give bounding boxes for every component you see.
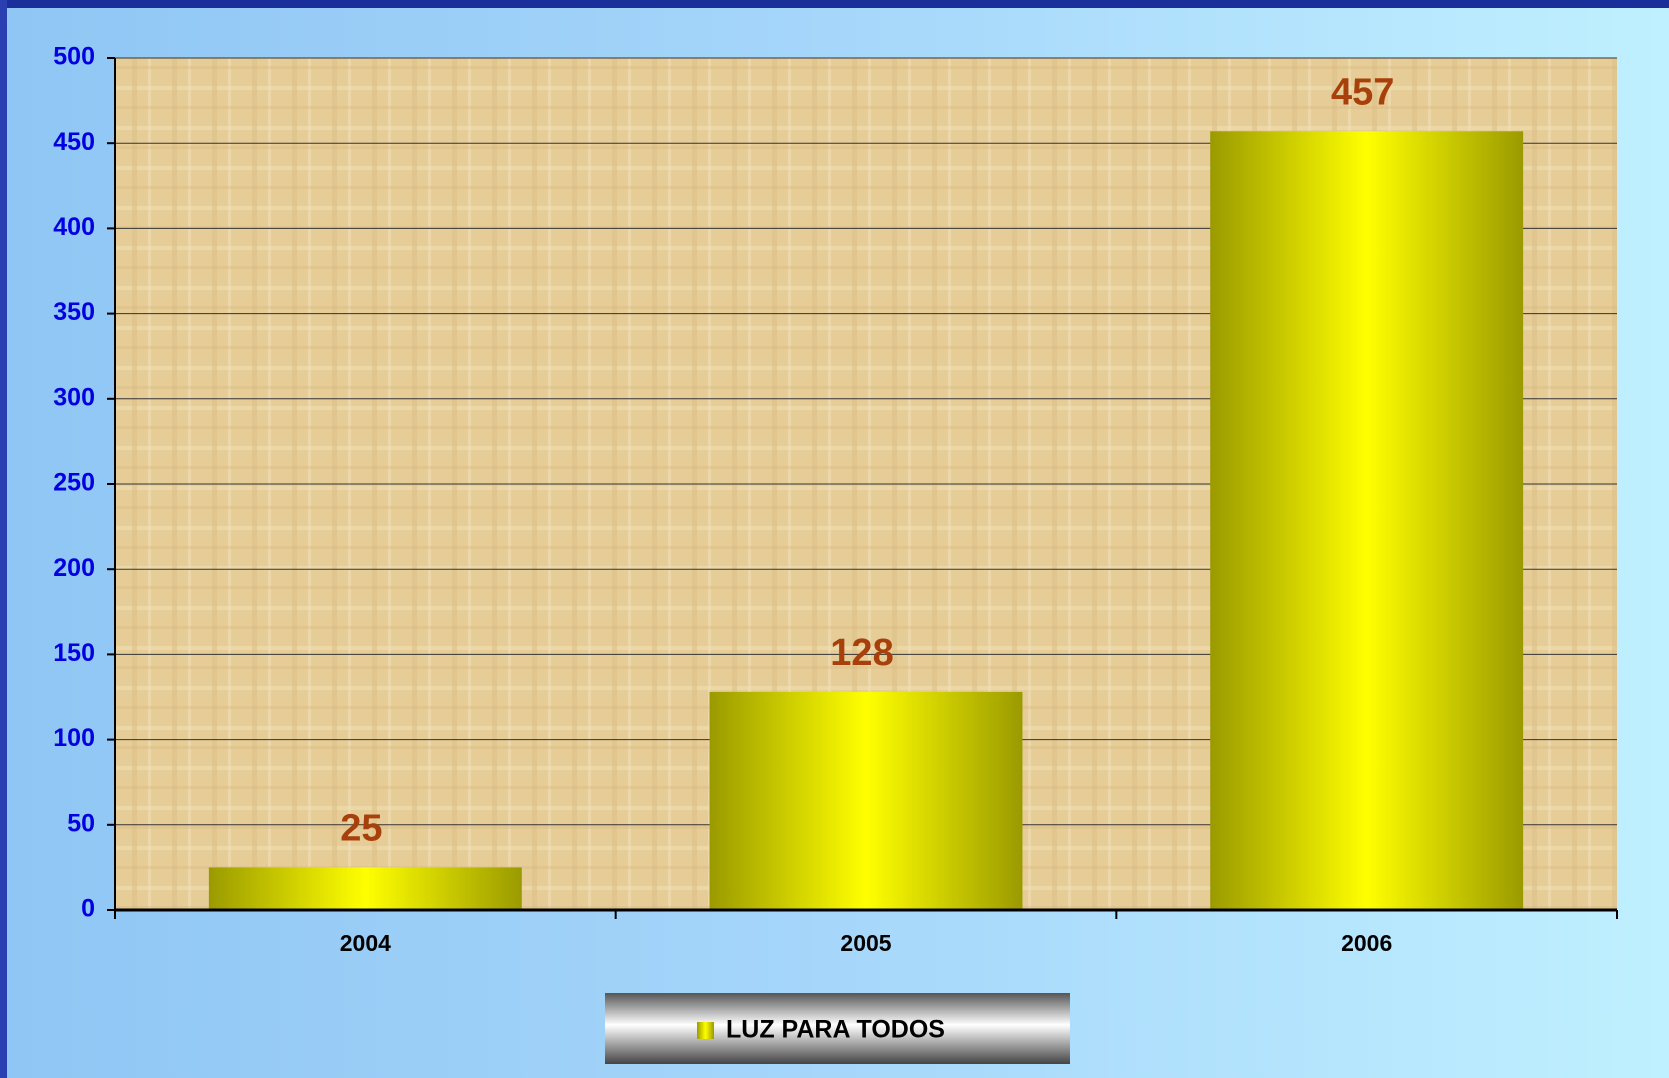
- bars: [208, 131, 1524, 911]
- y-tick-label: 50: [67, 809, 95, 837]
- value-label: 25: [340, 807, 382, 849]
- x-tick-label: 2004: [340, 930, 391, 956]
- x-tick-label: 2006: [1341, 930, 1392, 956]
- y-tick-label: 350: [53, 298, 95, 326]
- y-tick-label: 450: [53, 128, 95, 156]
- legend-box: [605, 993, 1070, 1064]
- top-border: [0, 0, 1669, 8]
- bar: [208, 867, 522, 910]
- y-tick-label: 250: [53, 469, 95, 497]
- y-tick-label: 400: [53, 213, 95, 241]
- y-tick-label: 300: [53, 383, 95, 411]
- x-tick-label: 2005: [840, 930, 891, 956]
- y-tick-label: 150: [53, 639, 95, 667]
- y-tick-label: 500: [53, 43, 95, 71]
- bar: [1210, 131, 1524, 911]
- y-tick-label: 0: [81, 895, 95, 923]
- legend-swatch: [697, 1022, 714, 1039]
- y-tick-label: 100: [53, 724, 95, 752]
- bar: [709, 691, 1023, 910]
- left-border: [0, 0, 7, 1078]
- value-label: 457: [1331, 71, 1394, 113]
- value-label: 128: [830, 632, 893, 674]
- legend-label: LUZ PARA TODOS: [726, 1016, 945, 1044]
- y-tick-label: 200: [53, 554, 95, 582]
